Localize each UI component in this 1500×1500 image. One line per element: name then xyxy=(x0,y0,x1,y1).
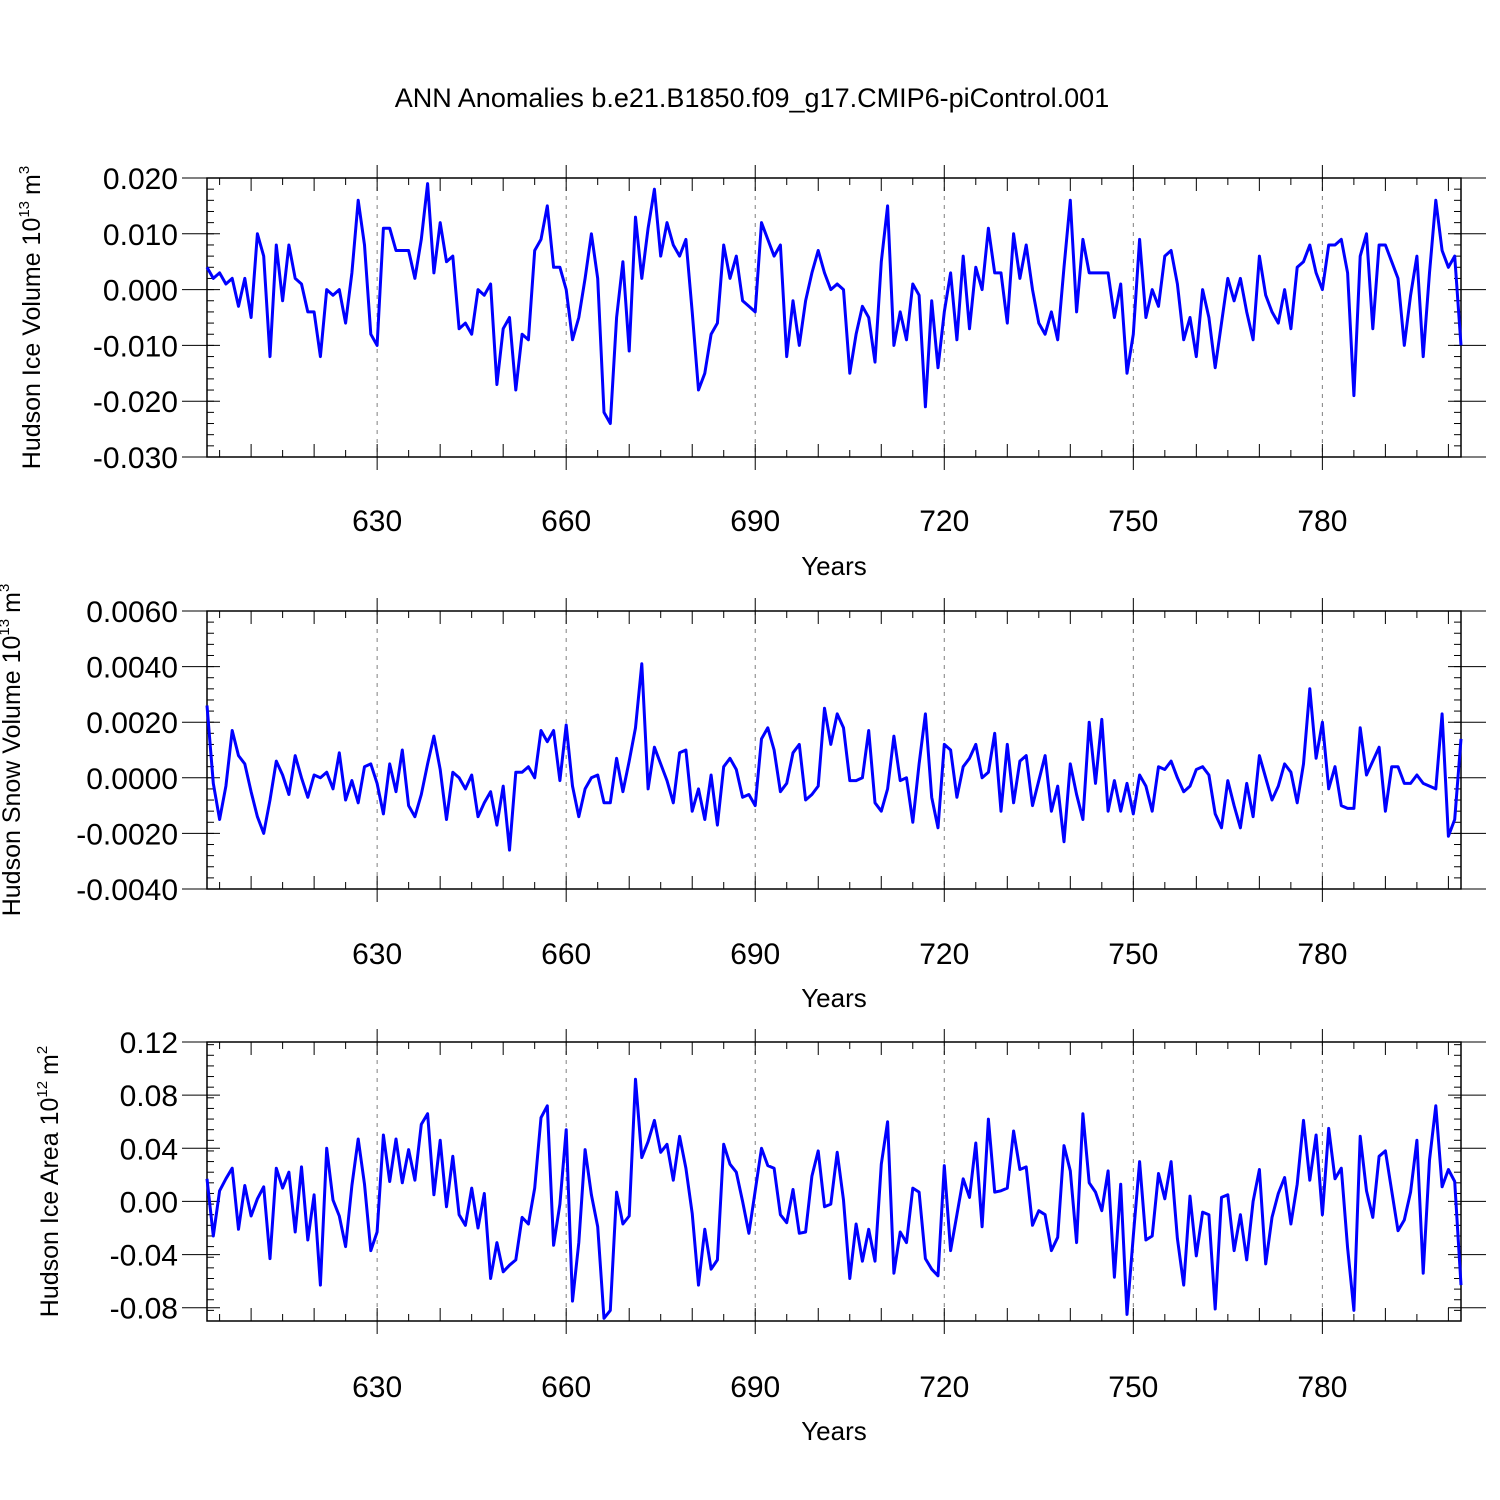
ice-area-ytick-label: -0.04 xyxy=(110,1240,178,1273)
ice-volume-ylabel: Hudson Ice Volume 1013 m3 xyxy=(16,166,46,469)
snow-volume-xtick-label: 780 xyxy=(1297,938,1347,971)
ice-area-ytick-label: 0.04 xyxy=(120,1133,178,1166)
ice-area-ylabel-main: Hudson Ice Area 10 xyxy=(36,1098,64,1318)
ice-area-ytick-label: 0.12 xyxy=(120,1027,178,1060)
ice-volume-ylabel-unit: m xyxy=(18,174,46,195)
ice-volume-ytick-label: -0.030 xyxy=(93,442,178,475)
ice-volume-ytick-label: -0.020 xyxy=(93,386,178,419)
ice-volume-ylabel-unit-exp: 3 xyxy=(16,166,33,174)
ice-area-ytick-label: -0.08 xyxy=(110,1293,178,1326)
ice-volume-plot-frame xyxy=(206,177,1462,458)
ice-volume-ytick-label: 0.010 xyxy=(103,219,178,252)
snow-volume-xtick-label: 660 xyxy=(541,938,591,971)
snow-volume-ytick-label: -0.0020 xyxy=(76,818,178,851)
snow-volume-xtick-label: 750 xyxy=(1108,938,1158,971)
ice-volume-ylabel-exp: 13 xyxy=(16,201,33,218)
snow-volume-ytick-label: 0.0000 xyxy=(86,763,178,796)
ice-area-xtick-label: 750 xyxy=(1108,1371,1158,1404)
ice-area-ylabel: Hudson Ice Area 1012 m2 xyxy=(34,1046,64,1317)
ice-volume-ytick-label: 0.000 xyxy=(103,275,178,308)
ice-volume-ytick-label: -0.010 xyxy=(93,330,178,363)
ice-volume-xlabel: Years xyxy=(801,551,867,581)
ice-area-xtick-label: 720 xyxy=(919,1371,969,1404)
snow-volume-ytick-label: -0.0040 xyxy=(76,874,178,907)
ice-volume-panel: Hudson Ice Volume 1013 m3 Years -0.030 -0.… xyxy=(16,163,1486,581)
ice-volume-xtick-label: 690 xyxy=(730,505,780,538)
ice-volume-xtick-label: 720 xyxy=(919,505,969,538)
ice-volume-series-line xyxy=(205,182,1463,425)
snow-volume-ylabel-unit: m xyxy=(0,592,26,613)
ice-volume-ytick-label: 0.020 xyxy=(103,163,178,196)
snow-volume-ytick-label: 0.0020 xyxy=(86,707,178,740)
snow-volume-ylabel-exp: 13 xyxy=(0,619,13,636)
snow-volume-plot-frame xyxy=(206,610,1462,890)
ice-volume-xtick-label: 780 xyxy=(1297,505,1347,538)
ice-area-ylabel-unit-exp: 2 xyxy=(34,1046,51,1054)
ice-area-ylabel-exp: 12 xyxy=(34,1081,51,1098)
snow-volume-xlabel: Years xyxy=(801,983,867,1013)
ice-area-ytick-label: 0.00 xyxy=(120,1186,178,1219)
snow-volume-ylabel-main: Hudson Snow Volume 10 xyxy=(0,636,26,917)
snow-volume-xtick-label: 630 xyxy=(352,938,402,971)
snow-volume-xtick-label: 720 xyxy=(919,938,969,971)
snow-volume-ylabel-unit-exp: 3 xyxy=(0,584,13,592)
snow-volume-series-line xyxy=(205,662,1463,852)
snow-volume-panel: Hudson Snow Volume 1013 m3 Years -0.0040 -… xyxy=(0,584,1486,1013)
ice-area-xtick-label: 690 xyxy=(730,1371,780,1404)
figure-title: ANN Anomalies b.e21.B1850.f09_g17.CMIP6-… xyxy=(395,83,1109,113)
ice-area-ylabel-unit: m xyxy=(36,1054,64,1075)
ice-area-xlabel: Years xyxy=(801,1416,867,1446)
ice-volume-xtick-label: 660 xyxy=(541,505,591,538)
snow-volume-xtick-label: 690 xyxy=(730,938,780,971)
ice-area-series-line xyxy=(205,1077,1463,1320)
ice-area-ytick-label: 0.08 xyxy=(120,1080,178,1113)
ice-area-xtick-label: 630 xyxy=(352,1371,402,1404)
ice-area-panel: Hudson Ice Area 1012 m2 Years -0.08 -0.04 0… xyxy=(34,1027,1486,1446)
ice-volume-ylabel-main: Hudson Ice Volume 10 xyxy=(18,218,46,470)
ice-area-xtick-label: 660 xyxy=(541,1371,591,1404)
ice-area-xtick-label: 780 xyxy=(1297,1371,1347,1404)
snow-volume-ylabel: Hudson Snow Volume 1013 m3 xyxy=(0,584,26,917)
snow-volume-ytick-label: 0.0060 xyxy=(86,596,178,629)
snow-volume-ytick-label: 0.0040 xyxy=(86,652,178,685)
ice-volume-xtick-label: 630 xyxy=(352,505,402,538)
ice-volume-xtick-label: 750 xyxy=(1108,505,1158,538)
